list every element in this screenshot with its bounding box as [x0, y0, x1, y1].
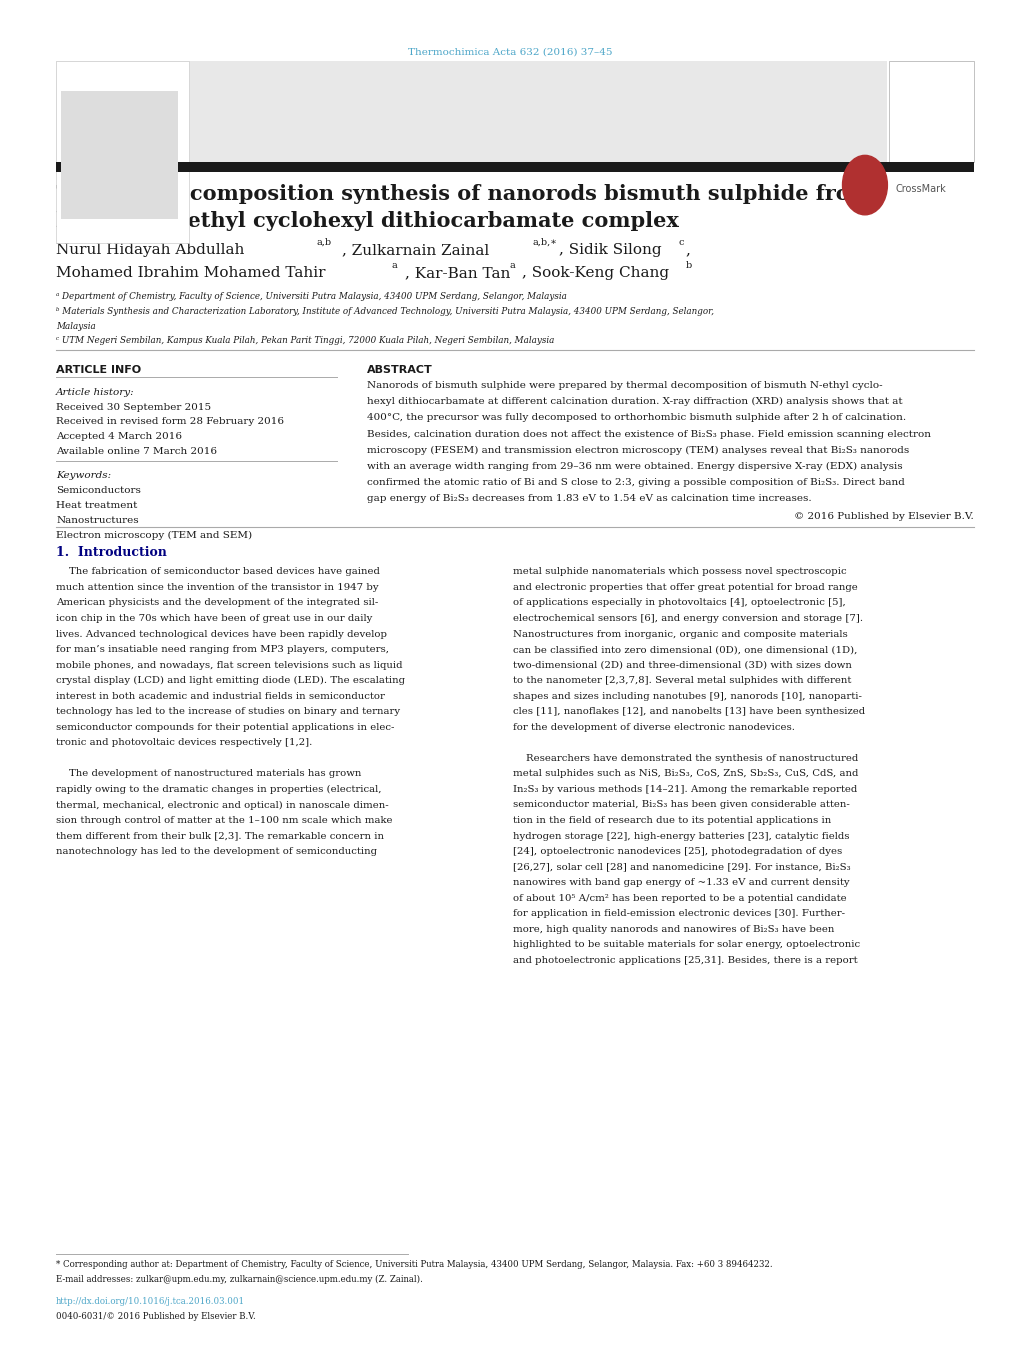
Text: [26,27], solar cell [28] and nanomedicine [29]. For instance, Bi₂S₃: [26,27], solar cell [28] and nanomedicin…	[513, 863, 850, 871]
Text: Contents lists available at: Contents lists available at	[343, 77, 501, 91]
Text: crystal display (LCD) and light emitting diode (LED). The escalating: crystal display (LCD) and light emitting…	[56, 677, 405, 685]
Text: 1.  Introduction: 1. Introduction	[56, 546, 167, 559]
Text: Thermochimica Acta 632 (2016) 37–45: Thermochimica Acta 632 (2016) 37–45	[408, 47, 611, 57]
Text: nanowires with band gap energy of ~1.33 eV and current density: nanowires with band gap energy of ~1.33 …	[513, 878, 849, 888]
Text: journal homepage:: journal homepage:	[395, 138, 501, 147]
Text: E-mail addresses: zulkar@upm.edu.my, zulkarnain@science.upm.edu.my (Z. Zainal).: E-mail addresses: zulkar@upm.edu.my, zul…	[56, 1275, 423, 1285]
Text: American physicists and the development of the integrated sil-: American physicists and the development …	[56, 598, 378, 608]
Text: semiconductor material, Bi₂S₃ has been given considerable atten-: semiconductor material, Bi₂S₃ has been g…	[513, 800, 849, 809]
Text: , Sidik Silong: , Sidik Silong	[558, 243, 661, 257]
Text: Mohamed Ibrahim Mohamed Tahir: Mohamed Ibrahim Mohamed Tahir	[56, 266, 325, 280]
Text: and electronic properties that offer great potential for broad range: and electronic properties that offer gre…	[513, 584, 857, 592]
Text: [24], optoelectronic nanodevices [25], photodegradation of dyes: [24], optoelectronic nanodevices [25], p…	[513, 847, 842, 857]
Text: The fabrication of semiconductor based devices have gained: The fabrication of semiconductor based d…	[56, 567, 380, 577]
Text: Nanorods of bismuth sulphide were prepared by thermal decomposition of bismuth N: Nanorods of bismuth sulphide were prepar…	[367, 381, 882, 390]
Text: hexyl dithiocarbamate at different calcination duration. X-ray diffraction (XRD): hexyl dithiocarbamate at different calci…	[367, 397, 902, 407]
Text: Nanostructures from inorganic, organic and composite materials: Nanostructures from inorganic, organic a…	[513, 630, 847, 639]
Text: The development of nanostructured materials has grown: The development of nanostructured materi…	[56, 770, 361, 778]
Text: confirmed the atomic ratio of Bi and S close to 2:3, giving a possible compositi: confirmed the atomic ratio of Bi and S c…	[367, 478, 904, 488]
Text: Thermal decomposition synthesis of nanorods bismuth sulphide from: Thermal decomposition synthesis of nanor…	[56, 184, 871, 204]
Text: two-dimensional (2D) and three-dimensional (3D) with sizes down: two-dimensional (2D) and three-dimension…	[513, 661, 851, 670]
Text: ta: ta	[915, 84, 946, 111]
Text: of applications especially in photovoltaics [4], optoelectronic [5],: of applications especially in photovolta…	[513, 598, 845, 608]
Text: cles [11], nanoflakes [12], and nanobelts [13] have been synthesized: cles [11], nanoflakes [12], and nanobelt…	[513, 708, 864, 716]
Text: gap energy of Bi₂S₃ decreases from 1.83 eV to 1.54 eV as calcination time increa: gap energy of Bi₂S₃ decreases from 1.83 …	[367, 494, 811, 504]
Text: to the nanometer [2,3,7,8]. Several metal sulphides with different: to the nanometer [2,3,7,8]. Several meta…	[513, 677, 851, 685]
Text: can be classified into zero dimensional (0D), one dimensional (1D),: can be classified into zero dimensional …	[513, 646, 857, 654]
Text: Thermochimica Acta: Thermochimica Acta	[365, 105, 638, 130]
Text: Nurul Hidayah Abdullah: Nurul Hidayah Abdullah	[56, 243, 245, 257]
Text: CrossMark: CrossMark	[895, 184, 946, 195]
Text: shapes and sizes including nanotubes [9], nanorods [10], nanoparti-: shapes and sizes including nanotubes [9]…	[513, 692, 861, 701]
Text: ᵇ Materials Synthesis and Characterization Laboratory, Institute of Advanced Tec: ᵇ Materials Synthesis and Characterizati…	[56, 307, 713, 316]
Text: electrochemical sensors [6], and energy conversion and storage [7].: electrochemical sensors [6], and energy …	[513, 613, 862, 623]
Text: b: b	[685, 261, 691, 270]
Text: tronic and photovoltaic devices respectively [1,2].: tronic and photovoltaic devices respecti…	[56, 738, 312, 747]
Text: highlighted to be suitable materials for solar energy, optoelectronic: highlighted to be suitable materials for…	[513, 940, 859, 950]
Text: with an average width ranging from 29–36 nm were obtained. Energy dispersive X-r: with an average width ranging from 29–36…	[367, 462, 902, 471]
Text: sion through control of matter at the 1–100 nm scale which make: sion through control of matter at the 1–…	[56, 816, 392, 825]
Text: ᵃ Department of Chemistry, Faculty of Science, Universiti Putra Malaysia, 43400 : ᵃ Department of Chemistry, Faculty of Sc…	[56, 292, 567, 301]
Text: mobile phones, and nowadays, flat screen televisions such as liquid: mobile phones, and nowadays, flat screen…	[56, 661, 403, 670]
Text: tion in the field of research due to its potential applications in: tion in the field of research due to its…	[513, 816, 830, 825]
Text: a: a	[391, 261, 397, 270]
Text: technology has led to the increase of studies on binary and ternary: technology has led to the increase of st…	[56, 708, 399, 716]
Text: Semiconductors: Semiconductors	[56, 486, 141, 496]
Text: much attention since the invention of the transistor in 1947 by: much attention since the invention of th…	[56, 584, 378, 592]
Text: In₂S₃ by various methods [14–21]. Among the remarkable reported: In₂S₃ by various methods [14–21]. Among …	[513, 785, 857, 794]
Text: Received in revised form 28 February 2016: Received in revised form 28 February 201…	[56, 417, 284, 427]
Text: Available online 7 March 2016: Available online 7 March 2016	[56, 447, 217, 457]
Text: a: a	[510, 261, 516, 270]
Text: Malaysia: Malaysia	[56, 322, 96, 331]
Text: http://dx.doi.org/10.1016/j.tca.2016.03.001: http://dx.doi.org/10.1016/j.tca.2016.03.…	[56, 1297, 245, 1306]
Text: ARTICLE INFO: ARTICLE INFO	[56, 365, 141, 374]
Text: Article history:: Article history:	[56, 388, 135, 397]
Text: ABSTRACT: ABSTRACT	[367, 365, 432, 374]
Text: hydrogen storage [22], high-energy batteries [23], catalytic fields: hydrogen storage [22], high-energy batte…	[513, 832, 849, 840]
Text: ,: ,	[685, 243, 690, 257]
Text: Researchers have demonstrated the synthesis of nanostructured: Researchers have demonstrated the synthe…	[513, 754, 857, 763]
Text: © 2016 Published by Elsevier B.V.: © 2016 Published by Elsevier B.V.	[794, 512, 973, 521]
Text: Nanostructures: Nanostructures	[56, 516, 139, 526]
Text: Heat treatment: Heat treatment	[56, 501, 138, 511]
Text: more, high quality nanorods and nanowires of Bi₂S₃ have been: more, high quality nanorods and nanowire…	[513, 925, 834, 934]
Text: c: c	[678, 238, 683, 247]
Text: , Zulkarnain Zainal: , Zulkarnain Zainal	[341, 243, 488, 257]
Text: Accepted 4 March 2016: Accepted 4 March 2016	[56, 432, 182, 442]
Text: Received 30 September 2015: Received 30 September 2015	[56, 403, 211, 412]
Text: * Corresponding author at: Department of Chemistry, Faculty of Science, Universi: * Corresponding author at: Department of…	[56, 1260, 772, 1270]
Text: +: +	[857, 176, 871, 193]
Text: a,b,∗: a,b,∗	[532, 238, 556, 247]
Text: interest in both academic and industrial fields in semiconductor: interest in both academic and industrial…	[56, 692, 384, 701]
Text: thermochimica acta: thermochimica acta	[899, 68, 962, 73]
Text: metal sulphides such as NiS, Bi₂S₃, CoS, ZnS, Sb₂S₃, CuS, CdS, and: metal sulphides such as NiS, Bi₂S₃, CoS,…	[513, 770, 858, 778]
Text: 400°C, the precursor was fully decomposed to orthorhombic bismuth sulphide after: 400°C, the precursor was fully decompose…	[367, 413, 906, 423]
Text: ScienceDirect: ScienceDirect	[501, 77, 583, 91]
Text: them different from their bulk [2,3]. The remarkable concern in: them different from their bulk [2,3]. Th…	[56, 832, 384, 840]
Text: Besides, calcination duration does not affect the existence of Bi₂S₃ phase. Fiel: Besides, calcination duration does not a…	[367, 430, 930, 439]
Text: Keywords:: Keywords:	[56, 471, 111, 481]
Text: for application in field-emission electronic devices [30]. Further-: for application in field-emission electr…	[513, 909, 844, 919]
Text: bismuth N-ethyl cyclohexyl dithiocarbamate complex: bismuth N-ethyl cyclohexyl dithiocarbama…	[56, 211, 679, 231]
Text: rapidly owing to the dramatic changes in properties (electrical,: rapidly owing to the dramatic changes in…	[56, 785, 381, 794]
Text: of about 10⁵ A/cm² has been reported to be a potential candidate: of about 10⁵ A/cm² has been reported to …	[513, 894, 846, 902]
Text: icon chip in the 70s which have been of great use in our daily: icon chip in the 70s which have been of …	[56, 613, 372, 623]
Text: semiconductor compounds for their potential applications in elec-: semiconductor compounds for their potent…	[56, 723, 394, 732]
Text: a,b: a,b	[316, 238, 331, 247]
Text: for man’s insatiable need ranging from MP3 players, computers,: for man’s insatiable need ranging from M…	[56, 646, 388, 654]
Text: 0040-6031/© 2016 Published by Elsevier B.V.: 0040-6031/© 2016 Published by Elsevier B…	[56, 1312, 256, 1321]
Text: Electron microscopy (TEM and SEM): Electron microscopy (TEM and SEM)	[56, 531, 252, 540]
Text: , Kar-Ban Tan: , Kar-Ban Tan	[405, 266, 510, 280]
Text: and photoelectronic applications [25,31]. Besides, there is a report: and photoelectronic applications [25,31]…	[513, 957, 857, 965]
Text: for the development of diverse electronic nanodevices.: for the development of diverse electroni…	[513, 723, 794, 732]
Text: , Sook-Keng Chang: , Sook-Keng Chang	[522, 266, 668, 280]
Text: metal sulphide nanomaterials which possess novel spectroscopic: metal sulphide nanomaterials which posse…	[513, 567, 846, 577]
Text: lives. Advanced technological devices have been rapidly develop: lives. Advanced technological devices ha…	[56, 630, 387, 639]
Text: microscopy (FESEM) and transmission electron microscopy (TEM) analyses reveal th: microscopy (FESEM) and transmission elec…	[367, 446, 909, 455]
Text: thermal, mechanical, electronic and optical) in nanoscale dimen-: thermal, mechanical, electronic and opti…	[56, 800, 388, 809]
Text: www.elsevier.com/locate/tca: www.elsevier.com/locate/tca	[501, 138, 656, 147]
Text: ᶜ UTM Negeri Sembilan, Kampus Kuala Pilah, Pekan Parit Tinggi, 72000 Kuala Pilah: ᶜ UTM Negeri Sembilan, Kampus Kuala Pila…	[56, 336, 554, 346]
Text: ELSEVIER: ELSEVIER	[63, 230, 129, 243]
Text: nanotechnology has led to the development of semiconducting: nanotechnology has led to the developmen…	[56, 847, 377, 857]
